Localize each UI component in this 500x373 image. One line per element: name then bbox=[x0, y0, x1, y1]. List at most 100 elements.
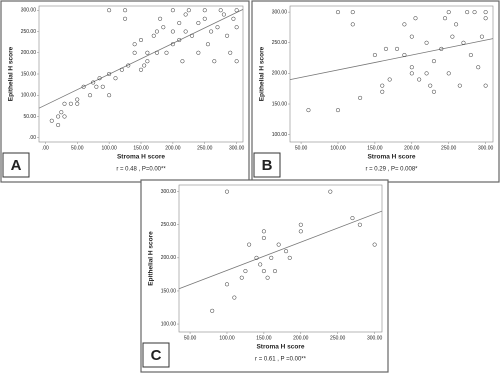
point bbox=[186, 8, 191, 13]
point bbox=[132, 42, 137, 47]
point bbox=[428, 83, 433, 88]
point bbox=[476, 65, 481, 70]
point bbox=[202, 8, 207, 13]
point bbox=[126, 63, 131, 68]
point bbox=[372, 52, 377, 58]
point bbox=[142, 63, 147, 68]
panel-letter: C bbox=[151, 347, 162, 364]
point bbox=[350, 10, 355, 15]
point bbox=[97, 76, 102, 81]
point bbox=[431, 59, 436, 64]
point bbox=[234, 8, 239, 13]
point bbox=[483, 16, 488, 21]
y-tick-label: 300.00 bbox=[21, 8, 37, 14]
point bbox=[402, 52, 407, 58]
point bbox=[424, 71, 429, 76]
point bbox=[202, 16, 207, 21]
point bbox=[328, 189, 333, 194]
point bbox=[170, 8, 175, 13]
point bbox=[446, 71, 451, 76]
point bbox=[454, 22, 459, 27]
y-axis-label: Epithelial H score bbox=[148, 231, 155, 286]
point bbox=[218, 8, 223, 13]
point bbox=[442, 16, 448, 21]
point bbox=[380, 89, 385, 94]
point bbox=[287, 255, 292, 260]
panel-letter-box bbox=[142, 342, 170, 368]
x-tick-label: 100.00 bbox=[330, 145, 346, 151]
point bbox=[212, 59, 217, 64]
point bbox=[350, 22, 355, 27]
point bbox=[59, 110, 64, 115]
x-axis-label: Stroma H score bbox=[117, 154, 165, 161]
point bbox=[358, 95, 363, 100]
point bbox=[483, 10, 488, 15]
point bbox=[196, 50, 201, 55]
point bbox=[225, 33, 230, 38]
y-tick-label: 300.00 bbox=[161, 189, 177, 195]
y-axis-label: Epithelial H score bbox=[259, 46, 266, 101]
point bbox=[180, 59, 185, 64]
y-tick-label: 250.00 bbox=[272, 40, 288, 46]
point bbox=[269, 255, 274, 260]
point bbox=[298, 222, 303, 227]
x-tick-label: 250.00 bbox=[197, 145, 213, 151]
x-tick-label: 300.00 bbox=[229, 145, 245, 151]
point bbox=[164, 50, 169, 55]
point bbox=[483, 83, 488, 88]
point bbox=[258, 262, 263, 267]
x-tick-label: 150.00 bbox=[367, 145, 383, 151]
x-tick-label: 100.00 bbox=[219, 335, 235, 341]
point bbox=[439, 46, 444, 51]
x-tick-label: 100.00 bbox=[101, 145, 117, 151]
point bbox=[372, 242, 377, 247]
point bbox=[306, 108, 311, 113]
y-tick-label: 200.00 bbox=[272, 71, 288, 77]
x-tick-label: 50.00 bbox=[71, 145, 84, 151]
plot-area bbox=[289, 5, 494, 143]
annotation: r = 0.48 , P=0.00** bbox=[116, 167, 166, 173]
point bbox=[87, 93, 93, 98]
point bbox=[402, 22, 407, 27]
y-tick-label: 250.00 bbox=[161, 222, 177, 228]
point bbox=[232, 295, 237, 300]
point bbox=[221, 12, 226, 17]
y-tick-label: .00 bbox=[29, 135, 36, 141]
point bbox=[62, 101, 67, 106]
y-tick-label: 100.00 bbox=[161, 321, 177, 327]
point bbox=[261, 229, 266, 234]
point bbox=[424, 40, 429, 45]
point bbox=[81, 84, 86, 89]
y-tick-label: 300.00 bbox=[272, 9, 288, 15]
point bbox=[231, 16, 236, 21]
fit-line bbox=[38, 8, 244, 109]
point bbox=[409, 71, 414, 76]
point bbox=[394, 46, 400, 51]
point bbox=[113, 76, 118, 81]
point bbox=[357, 222, 362, 227]
panel-letter-box bbox=[253, 152, 281, 178]
x-tick-label: 200.00 bbox=[165, 145, 181, 151]
y-tick-label: 50.00 bbox=[23, 114, 36, 120]
point bbox=[145, 59, 150, 64]
point bbox=[239, 275, 244, 280]
point bbox=[183, 12, 188, 17]
point bbox=[254, 255, 259, 260]
point bbox=[457, 83, 462, 88]
plot-area bbox=[178, 184, 383, 333]
point bbox=[209, 29, 214, 34]
point bbox=[161, 25, 166, 30]
x-tick-label: 300.00 bbox=[367, 335, 383, 341]
x-axis-label: Stroma H score bbox=[256, 344, 304, 351]
point bbox=[234, 59, 239, 64]
x-tick-label: 250.00 bbox=[441, 145, 457, 151]
point bbox=[387, 77, 392, 82]
plot-area bbox=[38, 5, 244, 143]
x-tick-label: 200.00 bbox=[404, 145, 420, 151]
point bbox=[123, 8, 128, 13]
point bbox=[158, 16, 163, 21]
point bbox=[383, 46, 389, 51]
x-tick-label: .00 bbox=[42, 145, 49, 151]
point bbox=[196, 20, 201, 26]
